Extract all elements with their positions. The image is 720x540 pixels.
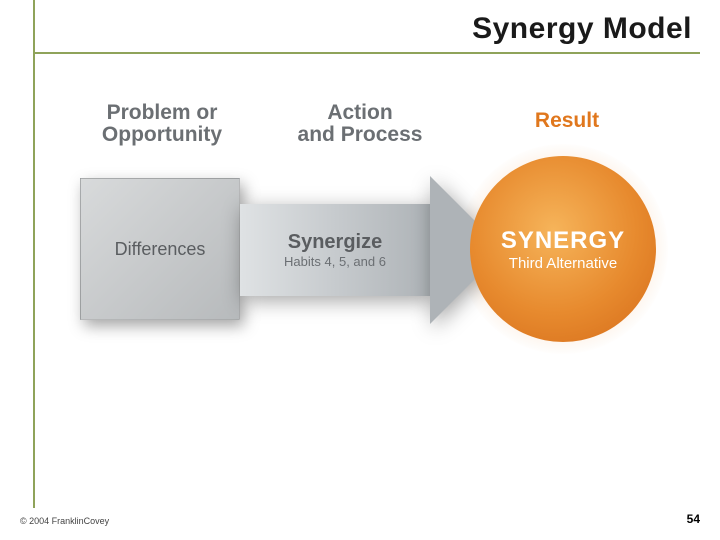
copyright: © 2004 FranklinCovey [20,516,109,526]
label-problem-opportunity-l2: Opportunity [102,123,222,146]
arrow-title: Synergize [288,231,382,254]
arrow-body: Synergize Habits 4, 5, and 6 [240,204,430,296]
label-problem-opportunity-l1: Problem or [107,101,218,124]
arrow-subtitle: Habits 4, 5, and 6 [284,254,386,269]
rule-vertical [33,0,35,508]
differences-label: Differences [115,239,206,260]
label-problem-opportunity: Problem or Opportunity [72,102,252,146]
label-result: Result [492,110,642,132]
title-band: Synergy Model [0,0,720,58]
page-title: Synergy Model [472,12,692,46]
rule-horizontal [33,52,700,54]
synergy-subtitle: Third Alternative [509,255,617,272]
synergy-title: SYNERGY [501,227,625,255]
label-action-process-l2: and Process [298,123,423,146]
synergy-circle: SYNERGY Third Alternative [470,156,656,342]
differences-box: Differences [80,178,240,320]
page-number: 54 [687,512,700,526]
diagram-stage: Problem or Opportunity Action and Proces… [60,120,660,380]
label-result-l1: Result [535,109,599,132]
label-action-process-l1: Action [327,101,392,124]
label-action-process: Action and Process [270,102,450,146]
